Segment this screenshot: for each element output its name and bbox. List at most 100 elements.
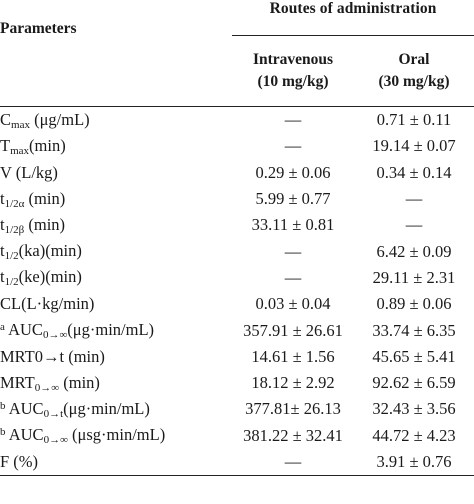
parameter-unit: (ka)(min) <box>18 241 82 261</box>
parameter-name: t <box>0 267 5 287</box>
oral-value: 32.43 ± 3.56 <box>372 399 456 419</box>
parameter-cell: t1/2β (min) <box>0 212 232 238</box>
table-row: CL(L·kg/min) 0.03 ± 0.04 0.89 ± 0.06 <box>0 291 474 317</box>
oral-header: Oral (30 mg/kg) <box>354 35 474 107</box>
parameter-cell: b AUC0→∞ (μsg·min/mL) <box>0 423 232 449</box>
parameter-subscript: 0→∞ <box>43 434 68 447</box>
parameter-subscript: 0→∞ <box>42 329 68 342</box>
oral-value: 0.34 ± 0.14 <box>376 162 452 182</box>
oral-value: 33.74 ± 6.35 <box>372 320 456 340</box>
pharmacokinetics-table: Parameters Routes of administration Intr… <box>0 0 474 477</box>
parameter-unit: (min) <box>24 188 66 208</box>
parameter-subscript: 1/2β <box>4 223 25 236</box>
parameter-name: T <box>0 135 11 155</box>
parameter-subscript: 1/2α <box>4 197 25 210</box>
table-row: MRT0→t (min) 14.61 ± 1.56 45.65 ± 5.41 <box>0 344 474 370</box>
parameter-unit: (μg·min/mL) <box>67 320 155 340</box>
parameter-subscript: 0→∞ <box>34 381 60 394</box>
parameter-unit: (min) <box>24 214 66 234</box>
parameter-unit: (μg/mL) <box>29 109 90 129</box>
table-row: t1/2(ke)(min) — 29.11 ± 2.31 <box>0 265 474 291</box>
table-row: Cmax (μg/mL) — 0.71 ± 0.11 <box>0 107 474 134</box>
intravenous-value: 0.29 ± 0.06 <box>255 162 331 182</box>
oral-value: 92.62 ± 6.59 <box>372 373 456 393</box>
oral-value: 6.42 ± 0.09 <box>376 241 452 261</box>
parameter-name: C <box>0 109 12 129</box>
oral-value: — <box>405 189 423 209</box>
parameter-name: F (%) <box>0 452 39 471</box>
intravenous-value: — <box>284 241 302 261</box>
table-header: Parameters Routes of administration Intr… <box>0 0 474 107</box>
parameter-footnote-mark: b <box>0 426 6 439</box>
header-row-sub: Intravenous (10 mg/kg) Oral (30 mg/kg) <box>0 35 474 107</box>
parameter-name: t <box>0 241 5 261</box>
parameter-name: AUC <box>5 425 44 445</box>
parameter-cell: b AUC0→t(μg·min/mL) <box>0 396 232 422</box>
table-row: MRT0→∞ (min) 18.12 ± 2.92 92.62 ± 6.59 <box>0 370 474 396</box>
oral-dose: (30 mg/kg) <box>378 73 450 90</box>
table-row: V (L/kg) 0.29 ± 0.06 0.34 ± 0.14 <box>0 160 474 186</box>
intravenous-value: — <box>284 110 302 130</box>
parameter-cell: MRT0→t (min) <box>0 344 232 370</box>
table-body: Cmax (μg/mL) —0.71 ± 0.11 Tmax(min) —19.14 … <box>0 107 474 477</box>
intravenous-value: 0.03 ± 0.04 <box>255 294 331 314</box>
parameter-cell: a AUC0→∞(μg·min/mL) <box>0 317 232 343</box>
header-row-top: Parameters Routes of administration <box>0 0 474 107</box>
intravenous-label: Intravenous <box>252 51 334 68</box>
intravenous-value: — <box>284 136 302 156</box>
oral-label: Oral <box>398 51 430 68</box>
intravenous-header: Intravenous (10 mg/kg) <box>232 35 354 107</box>
table-row: t1/2β (min) 33.11 ± 0.81 — <box>0 212 474 238</box>
parameter-unit: (min) <box>29 135 66 155</box>
oral-value: 44.72 ± 4.23 <box>372 425 456 445</box>
parameter-footnote-mark: a <box>0 321 5 334</box>
intravenous-value: 33.11 ± 0.81 <box>251 215 335 235</box>
parameter-name: MRT0→t (min) <box>0 346 105 366</box>
intravenous-value: 18.12 ± 2.92 <box>251 373 335 393</box>
parameter-subscript: max <box>10 144 30 157</box>
oral-value: 0.89 ± 0.06 <box>376 294 452 314</box>
parameter-name: CL(L·kg/min) <box>0 294 95 314</box>
intravenous-value: — <box>284 267 302 287</box>
table-row: Tmax(min) — 19.14 ± 0.07 <box>0 133 474 159</box>
parameter-subscript: max <box>11 118 30 131</box>
parameter-cell: CL(L·kg/min) <box>0 291 232 317</box>
parameter-name: t <box>0 214 5 234</box>
intravenous-value: 14.61 ± 1.56 <box>251 346 335 366</box>
intravenous-value: 377.81± 26.13 <box>245 399 341 419</box>
parameter-unit: (min) <box>59 372 100 392</box>
parameter-subscript: 1/2 <box>4 250 19 263</box>
table-row: t1/2α (min) 5.99 ± 0.77 — <box>0 186 474 212</box>
parameter-cell: t1/2α (min) <box>0 186 232 212</box>
parameter-cell: V (L/kg) <box>0 160 232 186</box>
routes-header: Routes of administration <box>232 0 474 36</box>
oral-value: 45.65 ± 5.41 <box>372 346 456 366</box>
table-row: F (%) —3.91 ± 0.76 <box>0 448 474 477</box>
parameter-cell: MRT0→∞ (min) <box>0 370 232 396</box>
parameter-name: AUC <box>5 398 44 418</box>
intravenous-value: 5.99 ± 0.77 <box>255 189 331 209</box>
parameter-unit: (ke)(min) <box>18 267 82 287</box>
parameter-cell: Cmax (μg/mL) <box>0 107 232 134</box>
intravenous-value: — <box>232 448 354 477</box>
parameter-cell: t1/2(ka)(min) <box>0 238 232 264</box>
parameter-cell: t1/2(ke)(min) <box>0 265 232 291</box>
parameter-unit: (μsg·min/mL) <box>67 425 166 445</box>
table-row: a AUC0→∞(μg·min/mL) 357.91 ± 26.61 33.74 ±… <box>0 317 474 343</box>
table-row: b AUC0→t(μg·min/mL) 377.81± 26.13 32.43 ± … <box>0 396 474 422</box>
oral-value: 3.91 ± 0.76 <box>354 448 474 477</box>
oral-value: — <box>405 215 423 235</box>
parameter-footnote-mark: b <box>0 399 6 412</box>
parameter-name: MRT <box>0 372 35 392</box>
parameters-header: Parameters <box>0 0 232 107</box>
table-row: t1/2(ka)(min) — 6.42 ± 0.09 <box>0 238 474 264</box>
parameter-name: AUC <box>4 320 43 340</box>
parameter-subscript: 1/2 <box>4 276 19 289</box>
oral-value: 29.11 ± 2.31 <box>372 267 456 287</box>
parameter-unit: (μg·min/mL) <box>63 398 150 418</box>
intravenous-dose: (10 mg/kg) <box>257 73 329 90</box>
parameter-cell: Tmax(min) <box>0 133 232 159</box>
table-row: b AUC0→∞ (μsg·min/mL) 381.22 ± 32.41 44.72… <box>0 423 474 449</box>
intravenous-value: 357.91 ± 26.61 <box>243 320 343 340</box>
